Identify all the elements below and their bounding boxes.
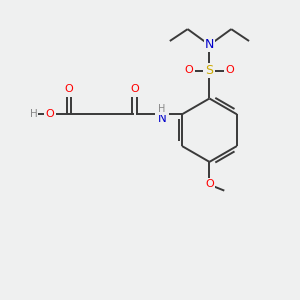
Text: O: O [226, 65, 235, 75]
Text: O: O [130, 84, 139, 94]
Text: N: N [205, 38, 214, 52]
Text: O: O [184, 65, 193, 75]
Text: O: O [65, 84, 74, 94]
Text: O: O [205, 179, 214, 189]
Text: O: O [46, 109, 55, 119]
Text: S: S [206, 64, 213, 77]
Text: H: H [29, 109, 37, 119]
Text: H: H [158, 104, 166, 114]
Text: N: N [158, 112, 167, 125]
